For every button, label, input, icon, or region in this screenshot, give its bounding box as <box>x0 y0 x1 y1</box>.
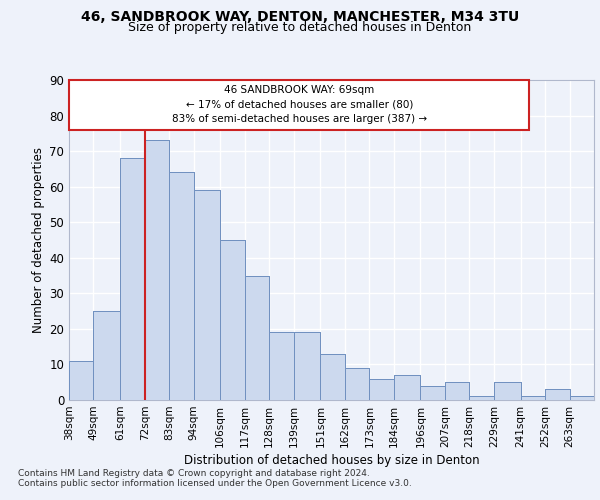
Bar <box>194 190 220 400</box>
Bar <box>521 396 545 400</box>
Bar <box>120 158 145 400</box>
Bar <box>445 382 469 400</box>
Bar <box>293 332 320 400</box>
Bar <box>370 378 394 400</box>
Bar <box>293 332 320 400</box>
Bar <box>220 240 245 400</box>
Text: Contains HM Land Registry data © Crown copyright and database right 2024.: Contains HM Land Registry data © Crown c… <box>18 468 370 477</box>
Bar <box>394 375 421 400</box>
Text: 46 SANDBROOK WAY: 69sqm: 46 SANDBROOK WAY: 69sqm <box>224 86 374 96</box>
Bar <box>245 276 269 400</box>
Bar <box>320 354 345 400</box>
Bar <box>370 378 394 400</box>
Text: 83% of semi-detached houses are larger (387) →: 83% of semi-detached houses are larger (… <box>172 114 427 124</box>
Text: 46, SANDBROOK WAY, DENTON, MANCHESTER, M34 3TU: 46, SANDBROOK WAY, DENTON, MANCHESTER, M… <box>81 10 519 24</box>
Bar <box>145 140 169 400</box>
Text: Contains public sector information licensed under the Open Government Licence v3: Contains public sector information licen… <box>18 478 412 488</box>
Bar <box>69 361 94 400</box>
Bar <box>569 396 594 400</box>
Bar <box>394 375 421 400</box>
Bar <box>320 354 345 400</box>
Bar <box>94 311 120 400</box>
Bar <box>421 386 445 400</box>
Bar <box>120 158 145 400</box>
Bar <box>469 396 494 400</box>
Bar <box>345 368 370 400</box>
Bar <box>194 190 220 400</box>
Bar <box>494 382 521 400</box>
Text: ← 17% of detached houses are smaller (80): ← 17% of detached houses are smaller (80… <box>185 100 413 110</box>
Bar <box>569 396 594 400</box>
Bar <box>494 382 521 400</box>
Bar <box>169 172 194 400</box>
FancyBboxPatch shape <box>69 80 529 130</box>
Y-axis label: Number of detached properties: Number of detached properties <box>32 147 45 333</box>
Bar <box>545 390 569 400</box>
Bar <box>545 390 569 400</box>
Text: Size of property relative to detached houses in Denton: Size of property relative to detached ho… <box>128 22 472 35</box>
Bar <box>521 396 545 400</box>
Bar <box>169 172 194 400</box>
Bar <box>94 311 120 400</box>
Bar <box>69 361 94 400</box>
Bar <box>269 332 293 400</box>
Bar <box>421 386 445 400</box>
Bar <box>145 140 169 400</box>
Bar <box>245 276 269 400</box>
Bar <box>445 382 469 400</box>
Bar <box>220 240 245 400</box>
X-axis label: Distribution of detached houses by size in Denton: Distribution of detached houses by size … <box>184 454 479 467</box>
Bar <box>269 332 293 400</box>
Bar <box>469 396 494 400</box>
Bar <box>345 368 370 400</box>
